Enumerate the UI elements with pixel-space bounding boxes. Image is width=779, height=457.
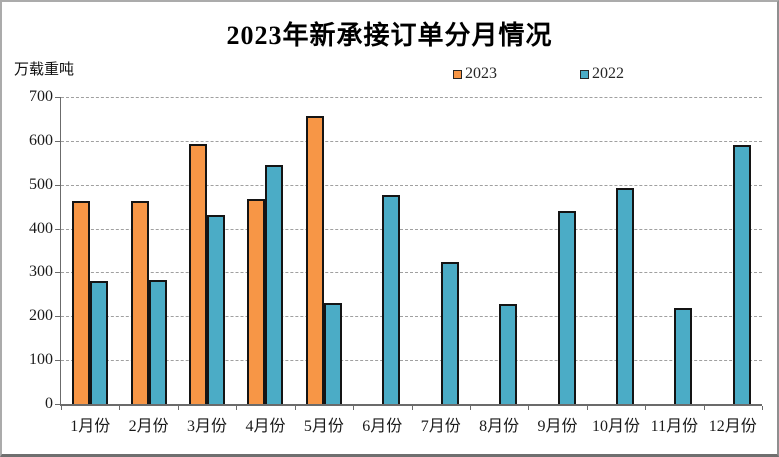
gridline-y600 (61, 140, 762, 142)
y-tick-mark (55, 184, 61, 186)
bar-2023-2月份 (130, 200, 149, 404)
x-tick-label-12月份: 12月份 (708, 418, 757, 435)
y-tick-mark (55, 316, 61, 318)
y-tick-label: 100 (29, 351, 53, 369)
gridline-y500 (61, 184, 762, 186)
legend-swatch-2022 (580, 69, 589, 79)
x-tick-mark (294, 406, 296, 410)
legend: 2023 2022 (453, 65, 624, 83)
x-tick-label-2月份: 2月份 (128, 418, 169, 435)
bar-2022-2月份 (148, 279, 167, 404)
bar-2022-3月份 (207, 215, 226, 404)
x-tick-mark (119, 406, 121, 410)
x-tick-mark (528, 406, 530, 410)
legend-swatch-2023 (453, 69, 462, 79)
y-tick-label: 200 (29, 307, 53, 325)
y-tick-mark (55, 97, 61, 98)
x-tick-mark (61, 406, 62, 410)
x-tick-mark (586, 406, 588, 410)
bar-2023-3月份 (189, 143, 208, 404)
x-tick-label-9月份: 9月份 (537, 418, 578, 435)
x-tick-label-4月份: 4月份 (245, 418, 286, 435)
bar-2022-1月份 (90, 280, 109, 404)
bar-2022-5月份 (323, 303, 342, 404)
x-tick-mark (411, 406, 413, 410)
y-tick-mark (55, 140, 61, 142)
x-tick-mark (645, 406, 647, 410)
x-tick-label-8月份: 8月份 (479, 418, 520, 435)
chart-title: 2023年新承接订单分月情况 (226, 21, 553, 50)
y-axis-unit-label: 万载重吨 (14, 62, 75, 78)
legend-item-2022: 2022 (580, 65, 624, 83)
x-tick-mark (703, 406, 705, 410)
y-tick-label: 600 (29, 131, 53, 149)
gridline-y300 (61, 272, 762, 274)
x-tick-label-1月份: 1月份 (70, 418, 111, 435)
legend-label-2022: 2022 (592, 65, 624, 82)
y-tick-label: 400 (29, 219, 53, 237)
x-tick-label-11月份: 11月份 (650, 418, 699, 435)
x-tick-label-7月份: 7月份 (420, 418, 461, 435)
bar-2022-10月份 (615, 188, 634, 404)
y-tick-label: 700 (29, 88, 53, 105)
bar-2022-6月份 (382, 195, 401, 404)
x-tick-label-10月份: 10月份 (591, 418, 640, 435)
x-tick-mark (353, 406, 355, 410)
x-tick-mark (469, 406, 471, 410)
legend-item-2023: 2023 (453, 65, 497, 83)
bar-2022-12月份 (732, 145, 751, 404)
bar-2023-1月份 (72, 201, 91, 404)
y-tick-label: 0 (45, 395, 53, 412)
x-tick-label-5月份: 5月份 (303, 418, 344, 435)
gridline-y700 (61, 97, 762, 98)
x-tick-mark (236, 406, 238, 410)
bar-2023-4月份 (247, 198, 266, 404)
y-tick-mark (55, 228, 61, 230)
x-tick-mark (762, 406, 763, 410)
x-tick-label-3月份: 3月份 (187, 418, 228, 435)
bar-2022-11月份 (674, 307, 693, 404)
y-tick-label: 500 (29, 175, 53, 193)
bar-2022-9月份 (557, 211, 576, 404)
y-tick-mark (55, 360, 61, 362)
gridline-y200 (61, 316, 762, 318)
y-tick-mark (55, 404, 61, 405)
plot-area: 0 100 200 300 400 500 600 700 1月份 2月份 3月份 4月份 5月份 6月份… (29, 88, 763, 435)
x-tick-mark (177, 406, 179, 410)
gridline-y400 (61, 228, 762, 230)
bar-2022-8月份 (499, 303, 518, 404)
y-tick-label: 300 (29, 263, 53, 281)
bar-2022-4月份 (265, 164, 284, 404)
y-tick-mark (55, 272, 61, 274)
bar-2022-7月份 (440, 261, 459, 404)
legend-label-2023: 2023 (465, 65, 497, 82)
bar-2023-5月份 (305, 115, 324, 404)
x-tick-label-6月份: 6月份 (362, 418, 403, 435)
gridline-y100 (61, 360, 762, 362)
